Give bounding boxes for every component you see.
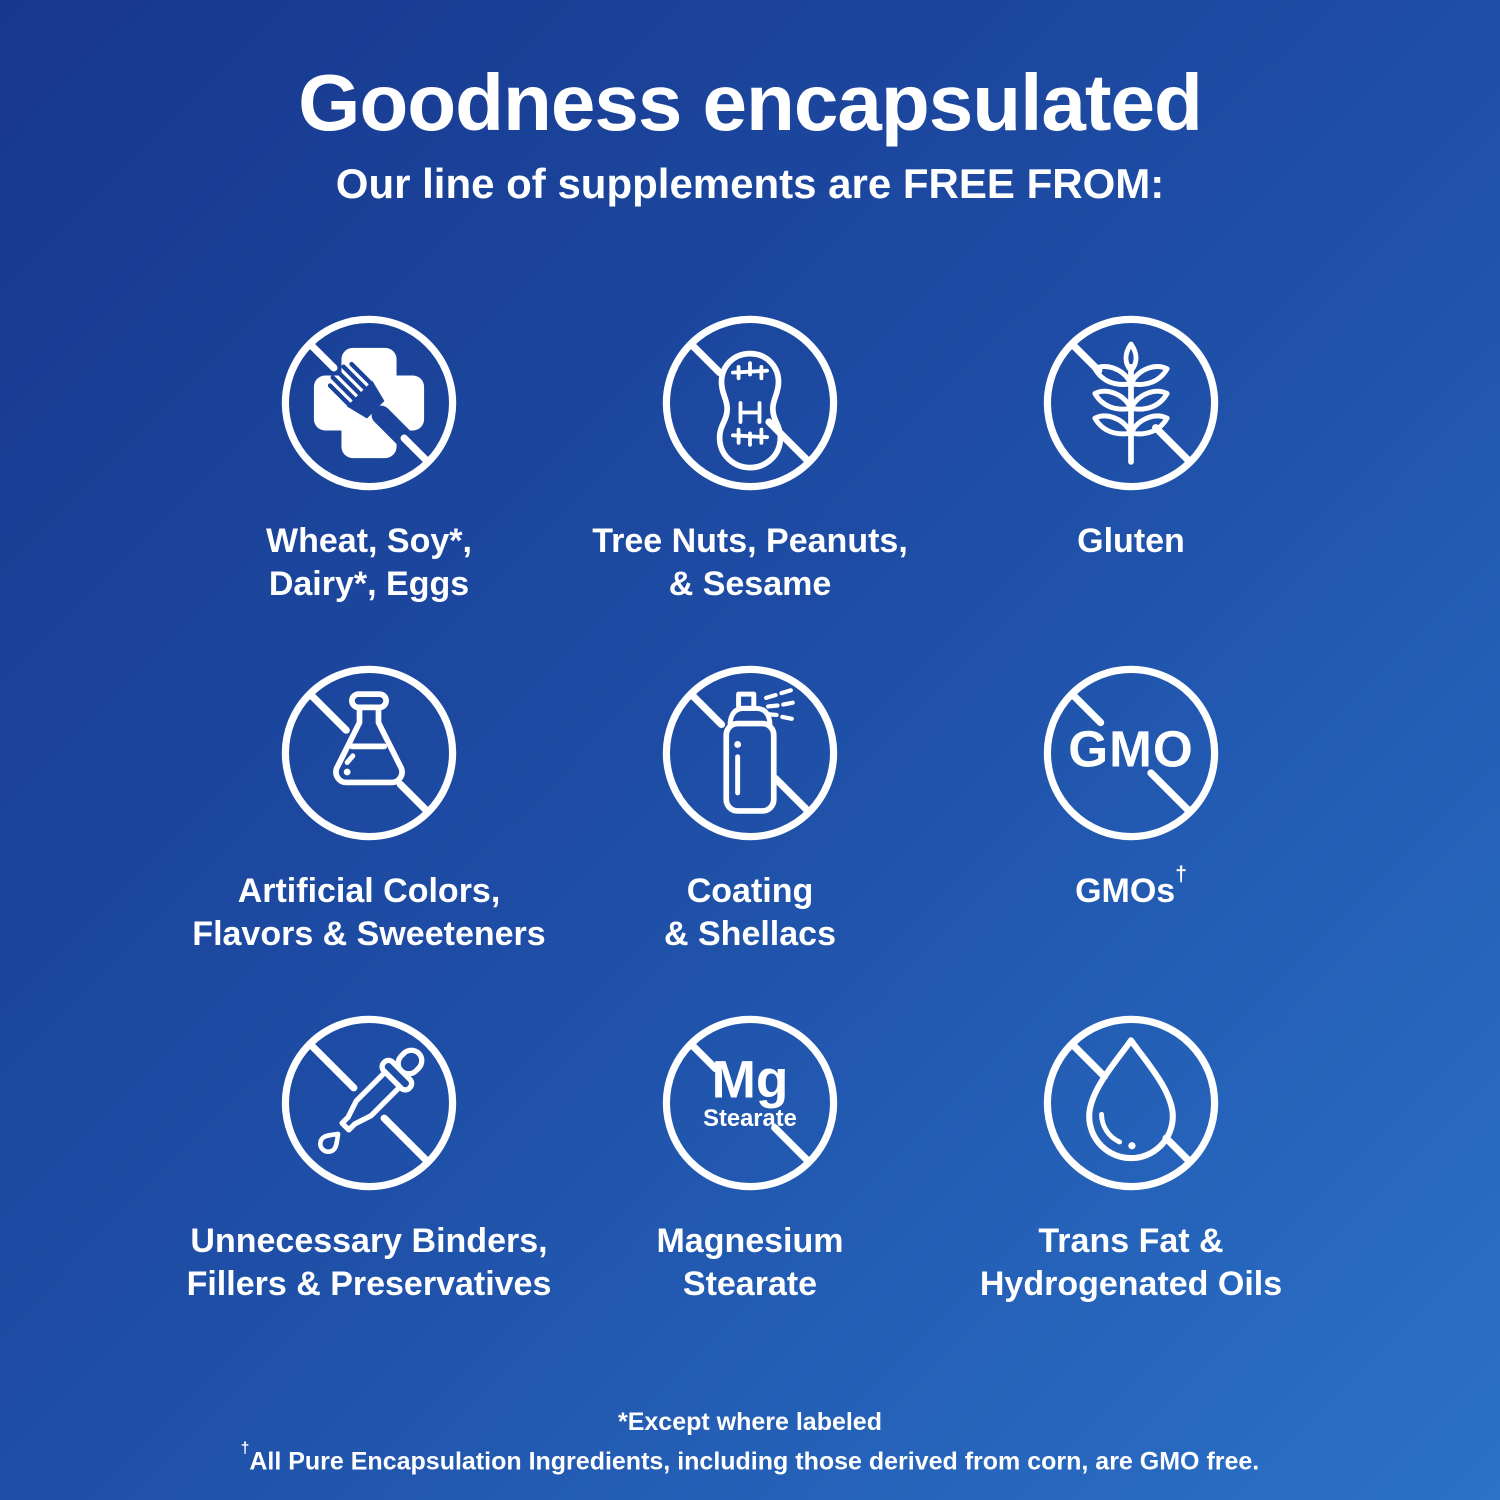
free-from-label: Gluten xyxy=(1077,522,1185,561)
footnote-gmo-free: †All Pure Encapsulation Ingredients, inc… xyxy=(240,1439,1260,1475)
no-spray-can-icon xyxy=(662,666,838,841)
free-from-grid: Wheat, Soy*, Dairy*, Eggs Tree Nuts, Pea… xyxy=(179,308,1322,1358)
no-peanut-icon xyxy=(662,316,838,491)
gmo-icon-text: GMO xyxy=(1068,721,1193,778)
free-from-item-trans-fat: Trans Fat & Hydrogenated Oils xyxy=(941,1008,1322,1358)
no-cross-fork-icon xyxy=(281,316,457,491)
stearate-icon-text: Stearate xyxy=(703,1105,797,1132)
mg-icon-text: Mg xyxy=(712,1051,789,1110)
free-from-label: Coating & Shellacs xyxy=(664,872,836,953)
free-from-label: Trans Fat & Hydrogenated Oils xyxy=(979,1222,1283,1303)
footnotes: *Except where labeled †All Pure Encapsul… xyxy=(0,1408,1500,1476)
page-title: Goodness encapsulated xyxy=(298,58,1203,147)
no-oil-drop-icon xyxy=(1043,1016,1219,1191)
no-mg-stearate-icon: Mg Stearate xyxy=(662,1016,838,1191)
no-gmo-icon: GMO xyxy=(1043,666,1219,841)
free-from-item-artificial-colors: Artificial Colors, Flavors & Sweeteners xyxy=(179,658,560,1008)
page-subtitle: Our line of supplements are FREE FROM: xyxy=(335,160,1165,208)
free-from-item-magnesium-stearate: Mg Stearate Magnesium Stearate xyxy=(560,1008,941,1358)
no-wheat-stalk-icon xyxy=(1043,316,1219,491)
free-from-label: Wheat, Soy*, Dairy*, Eggs xyxy=(266,522,472,603)
free-from-item-wheat-soy-dairy-eggs: Wheat, Soy*, Dairy*, Eggs xyxy=(179,308,560,658)
free-from-label: Artificial Colors, Flavors & Sweeteners xyxy=(192,872,546,953)
free-from-item-gluten: Gluten xyxy=(941,308,1322,658)
free-from-item-coating-shellacs: Coating & Shellacs xyxy=(560,658,941,1008)
free-from-item-tree-nuts-peanuts-sesame: Tree Nuts, Peanuts, & Sesame xyxy=(560,308,941,658)
free-from-label: GMOs† xyxy=(1075,862,1187,911)
dagger-superscript: † xyxy=(240,1439,250,1457)
free-from-item-unnecessary-binders: Unnecessary Binders, Fillers & Preservat… xyxy=(179,1008,560,1358)
free-from-label: Magnesium Stearate xyxy=(656,1222,844,1303)
free-from-label: Unnecessary Binders, Fillers & Preservat… xyxy=(186,1222,552,1303)
no-dropper-icon xyxy=(281,1016,457,1191)
free-from-item-gmos: GMO GMOs† xyxy=(941,658,1322,1008)
dagger-superscript: † xyxy=(1175,862,1187,886)
no-flask-icon xyxy=(281,666,457,841)
footnote-except-labeled: *Except where labeled xyxy=(617,1407,882,1436)
free-from-label: Tree Nuts, Peanuts, & Sesame xyxy=(592,522,908,603)
header: Goodness encapsulated Our line of supple… xyxy=(0,0,1500,208)
